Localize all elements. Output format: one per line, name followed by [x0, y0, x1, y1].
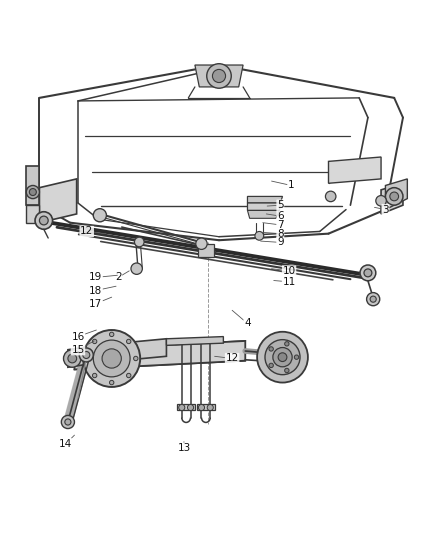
Polygon shape — [195, 65, 243, 87]
Circle shape — [325, 191, 336, 201]
Circle shape — [68, 354, 77, 363]
Circle shape — [92, 373, 97, 378]
Text: 1: 1 — [272, 181, 295, 190]
Circle shape — [79, 348, 93, 362]
Text: 19: 19 — [89, 272, 117, 282]
Circle shape — [207, 64, 231, 88]
Circle shape — [93, 209, 106, 222]
Circle shape — [198, 405, 205, 410]
Text: 7: 7 — [263, 220, 284, 230]
Circle shape — [278, 353, 287, 361]
Text: 12: 12 — [215, 353, 239, 364]
Circle shape — [39, 216, 48, 225]
Circle shape — [131, 263, 142, 274]
Circle shape — [360, 265, 376, 281]
Circle shape — [65, 419, 71, 425]
Polygon shape — [175, 339, 219, 344]
Circle shape — [64, 350, 81, 367]
Circle shape — [127, 340, 131, 344]
Circle shape — [367, 293, 380, 306]
Polygon shape — [328, 157, 381, 183]
Text: 12: 12 — [80, 227, 105, 237]
Circle shape — [269, 363, 273, 368]
Text: 2: 2 — [115, 271, 129, 282]
Circle shape — [285, 368, 289, 373]
Polygon shape — [26, 205, 39, 223]
Circle shape — [390, 192, 399, 201]
Text: 6: 6 — [266, 211, 284, 221]
Circle shape — [196, 238, 207, 249]
Circle shape — [127, 373, 131, 378]
Text: 17: 17 — [89, 297, 112, 309]
Circle shape — [285, 342, 289, 346]
Circle shape — [179, 405, 185, 410]
Circle shape — [364, 269, 372, 277]
Text: 14: 14 — [59, 435, 74, 449]
Circle shape — [273, 348, 292, 367]
Polygon shape — [68, 339, 166, 367]
Circle shape — [83, 351, 90, 359]
Text: 13: 13 — [177, 442, 191, 453]
Polygon shape — [247, 197, 283, 203]
Circle shape — [61, 415, 74, 429]
Text: 8: 8 — [262, 229, 284, 239]
Text: 18: 18 — [89, 286, 116, 296]
Polygon shape — [74, 341, 245, 369]
Circle shape — [269, 347, 273, 351]
Circle shape — [257, 332, 308, 383]
Circle shape — [83, 330, 140, 387]
Text: 4: 4 — [232, 310, 251, 328]
Circle shape — [102, 349, 121, 368]
Text: 10: 10 — [272, 266, 296, 276]
Polygon shape — [247, 211, 279, 219]
Circle shape — [35, 212, 53, 229]
Circle shape — [294, 355, 299, 359]
Polygon shape — [166, 336, 223, 345]
Circle shape — [134, 356, 138, 361]
Circle shape — [110, 332, 114, 336]
Text: 15: 15 — [71, 341, 94, 355]
Polygon shape — [381, 183, 403, 214]
Circle shape — [376, 196, 386, 206]
Circle shape — [92, 340, 97, 344]
Text: 11: 11 — [274, 277, 296, 287]
Circle shape — [255, 231, 264, 240]
Circle shape — [29, 189, 36, 196]
Polygon shape — [197, 405, 215, 410]
Polygon shape — [177, 405, 195, 410]
Circle shape — [212, 69, 226, 83]
Circle shape — [187, 405, 194, 410]
Text: 3: 3 — [374, 205, 389, 215]
Polygon shape — [247, 203, 280, 211]
Circle shape — [85, 356, 90, 361]
Circle shape — [110, 381, 114, 385]
Circle shape — [370, 296, 376, 302]
Circle shape — [265, 340, 300, 375]
Circle shape — [207, 405, 213, 410]
Circle shape — [26, 185, 39, 199]
Polygon shape — [385, 179, 407, 209]
Text: 16: 16 — [71, 330, 96, 342]
Polygon shape — [39, 179, 77, 223]
Circle shape — [385, 188, 403, 205]
Circle shape — [93, 340, 130, 377]
Text: 9: 9 — [261, 237, 284, 247]
Text: 5: 5 — [267, 200, 284, 210]
Polygon shape — [198, 244, 214, 257]
Polygon shape — [26, 166, 39, 205]
Circle shape — [134, 237, 144, 247]
